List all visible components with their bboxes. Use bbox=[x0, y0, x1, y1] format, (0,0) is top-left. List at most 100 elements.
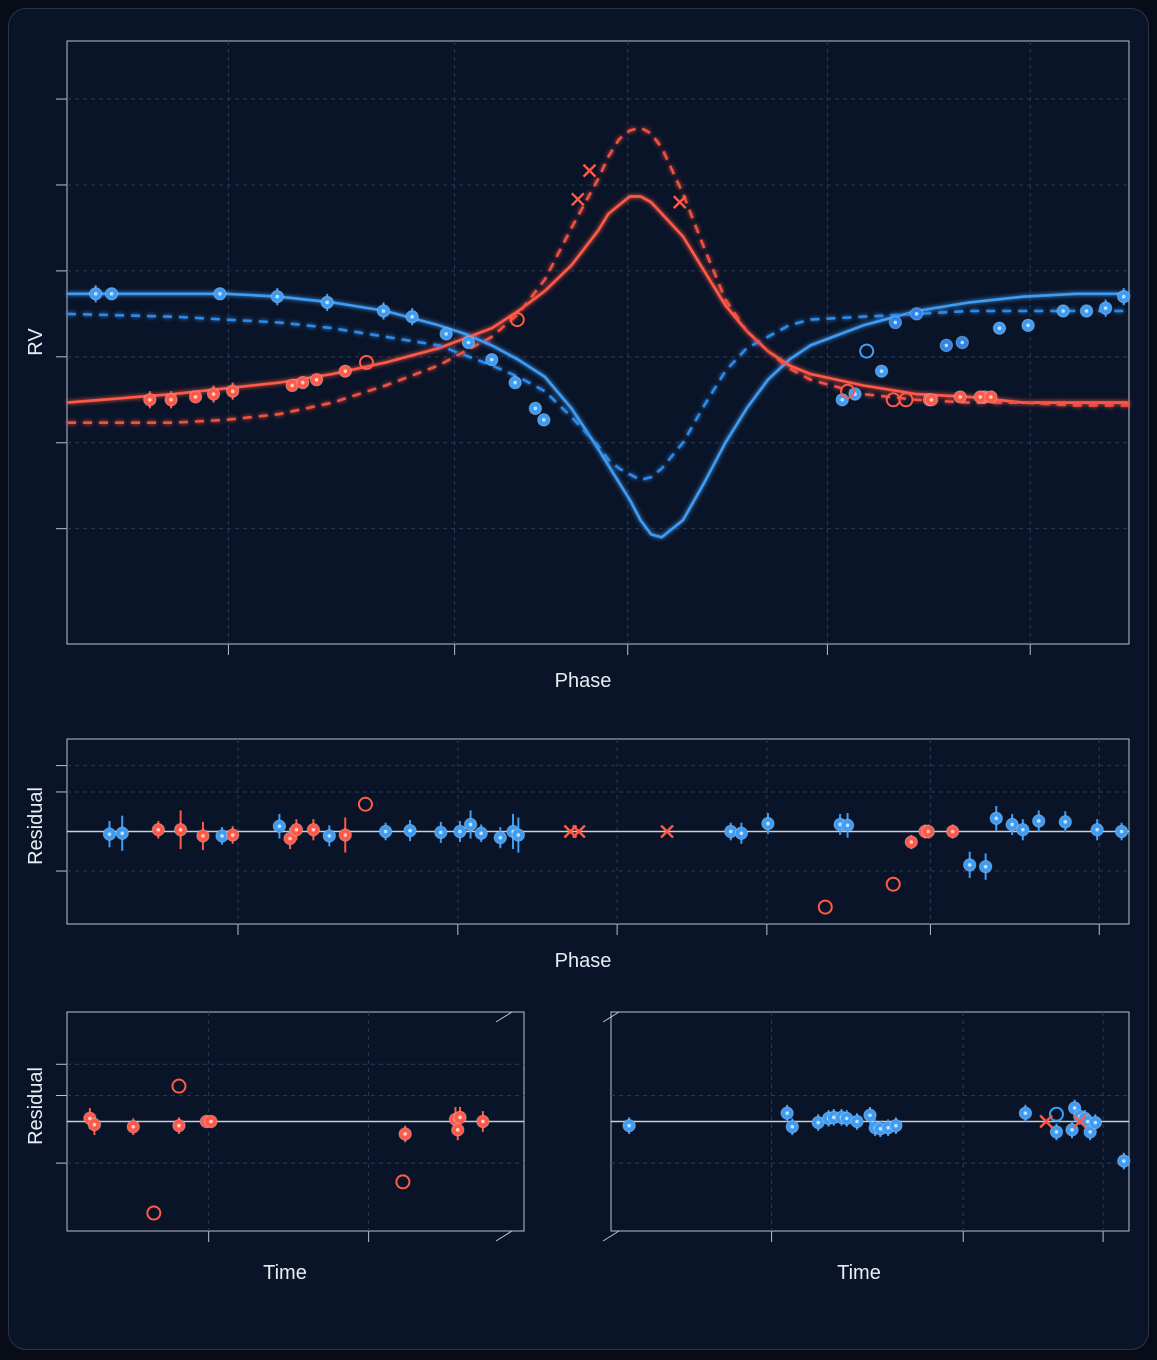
data-point-red-cross bbox=[582, 163, 597, 178]
residual-time-y-axis-label: Residual bbox=[25, 1067, 47, 1145]
data-point-red-open bbox=[171, 1078, 187, 1094]
chart-card bbox=[8, 8, 1149, 1350]
data-point-highlight bbox=[1070, 1128, 1074, 1132]
data-point-highlight bbox=[1072, 1106, 1077, 1110]
axis-break-mark bbox=[602, 1230, 620, 1242]
data-point-blue-open bbox=[859, 343, 875, 359]
data-point-highlight bbox=[466, 340, 471, 345]
data-point-highlight bbox=[513, 380, 517, 385]
time-right-x-axis-label: Time bbox=[837, 1262, 881, 1284]
data-point-red-open bbox=[898, 392, 914, 408]
data-point-highlight bbox=[983, 864, 988, 869]
rv-x-axis-label: Phase bbox=[555, 670, 612, 692]
data-point-highlight bbox=[1036, 819, 1041, 823]
model-curve-red-solid bbox=[66, 195, 1129, 404]
data-point-highlight bbox=[92, 1122, 97, 1127]
data-point-highlight bbox=[458, 1115, 462, 1120]
data-point-highlight bbox=[178, 827, 183, 832]
data-point-highlight bbox=[1093, 1120, 1098, 1125]
data-point-highlight bbox=[1122, 1159, 1126, 1163]
data-point-highlight bbox=[893, 320, 898, 325]
data-point-highlight bbox=[790, 1124, 795, 1129]
data-point-highlight bbox=[967, 863, 972, 867]
data-point-highlight bbox=[1063, 820, 1068, 824]
data-point-highlight bbox=[739, 831, 744, 836]
data-point-red-open bbox=[885, 392, 901, 408]
data-point-highlight bbox=[1121, 294, 1126, 299]
data-point-highlight bbox=[156, 827, 161, 832]
data-point-highlight bbox=[107, 832, 112, 836]
data-point-highlight bbox=[950, 829, 955, 834]
data-point-red-open bbox=[358, 355, 374, 371]
data-point-highlight bbox=[294, 827, 299, 832]
data-point-highlight bbox=[1026, 323, 1030, 328]
data-point-red-cross bbox=[572, 824, 586, 839]
data-point-highlight bbox=[230, 389, 235, 393]
data-point-highlight bbox=[838, 822, 842, 827]
data-point-highlight bbox=[211, 392, 216, 396]
axis-break-mark bbox=[602, 1011, 620, 1023]
data-point-highlight bbox=[343, 369, 348, 373]
data-point-highlight bbox=[958, 395, 962, 399]
data-point-highlight bbox=[1095, 827, 1099, 832]
data-point-highlight bbox=[93, 292, 98, 296]
data-point-highlight bbox=[498, 835, 503, 840]
data-point-highlight bbox=[148, 397, 152, 402]
data-point-highlight bbox=[989, 395, 993, 399]
data-point-highlight bbox=[886, 1125, 890, 1130]
data-point-highlight bbox=[325, 300, 329, 305]
data-point-highlight bbox=[1023, 1111, 1028, 1115]
data-point-red-open bbox=[817, 899, 833, 915]
data-point-highlight bbox=[455, 1128, 460, 1132]
data-point-highlight bbox=[314, 377, 319, 382]
data-point-highlight bbox=[844, 1116, 849, 1121]
data-point-highlight bbox=[785, 1111, 789, 1115]
data-point-highlight bbox=[458, 829, 462, 834]
data-point-highlight bbox=[533, 406, 538, 411]
data-point-red-open bbox=[357, 796, 373, 812]
data-point-highlight bbox=[816, 1120, 820, 1125]
data-point-highlight bbox=[290, 383, 294, 388]
data-point-highlight bbox=[300, 380, 305, 385]
axis-break-mark bbox=[495, 1011, 513, 1023]
data-point-highlight bbox=[894, 1123, 898, 1128]
data-point-highlight bbox=[926, 829, 931, 834]
data-point-highlight bbox=[855, 1119, 859, 1124]
data-point-red-cross bbox=[660, 824, 674, 839]
data-point-highlight bbox=[343, 833, 348, 837]
data-point-highlight bbox=[960, 340, 965, 345]
data-point-highlight bbox=[193, 395, 198, 399]
data-point-highlight bbox=[88, 1116, 92, 1121]
model-curve-blue-solid bbox=[67, 292, 1129, 539]
data-point-highlight bbox=[277, 824, 282, 829]
data-point-highlight bbox=[468, 822, 473, 827]
data-point-red-open bbox=[885, 876, 901, 892]
data-point-highlight bbox=[403, 1132, 407, 1136]
data-point-highlight bbox=[381, 309, 386, 313]
data-point-highlight bbox=[169, 397, 173, 402]
residual-phase-y-axis-label: Residual bbox=[25, 787, 47, 865]
model-curve-red-dashed bbox=[67, 126, 1129, 424]
data-point-highlight bbox=[209, 1119, 213, 1124]
data-point-highlight bbox=[230, 833, 235, 837]
data-point-highlight bbox=[909, 840, 914, 844]
rv-plot-frame bbox=[66, 40, 1130, 645]
data-point-highlight bbox=[220, 834, 224, 838]
data-point-highlight bbox=[997, 326, 1002, 330]
data-point-red-cross bbox=[570, 192, 585, 207]
data-point-highlight bbox=[479, 831, 483, 836]
data-point-highlight bbox=[831, 1115, 836, 1120]
data-point-highlight bbox=[109, 292, 114, 296]
data-point-highlight bbox=[1054, 1130, 1059, 1134]
data-point-highlight bbox=[490, 357, 494, 362]
data-point-highlight bbox=[439, 830, 443, 835]
data-point-highlight bbox=[944, 343, 949, 348]
data-point-highlight bbox=[177, 1123, 181, 1128]
residual-phase-x-axis-label: Phase bbox=[555, 950, 612, 972]
data-point-highlight bbox=[383, 829, 388, 834]
data-point-highlight bbox=[444, 332, 448, 336]
rv-y-axis-label: RV bbox=[25, 328, 47, 356]
time-left-x-axis-label: Time bbox=[263, 1262, 307, 1284]
data-point-highlight bbox=[929, 397, 934, 402]
